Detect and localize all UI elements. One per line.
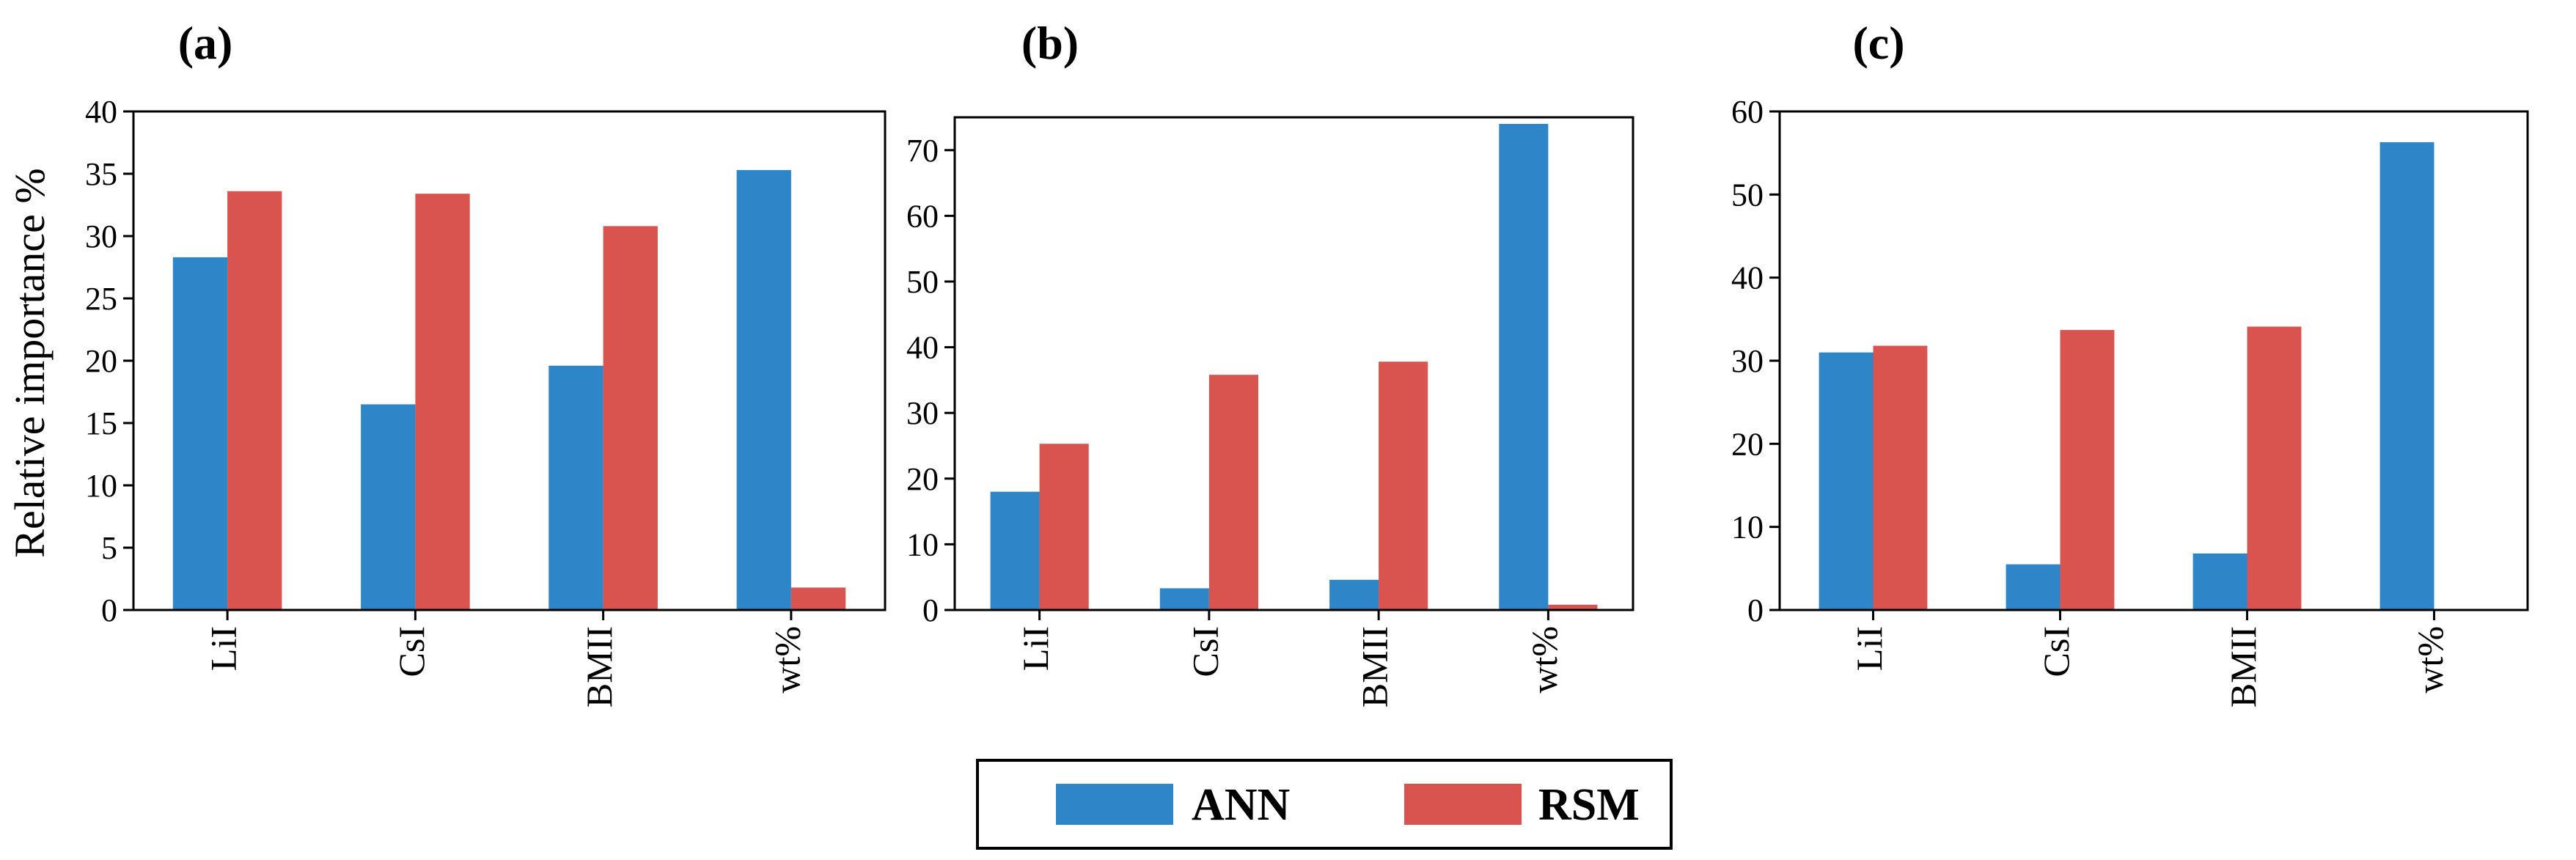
plot-frame — [132, 110, 887, 611]
bar-rsm-lii — [1873, 345, 1928, 610]
y-tick-label: 60 — [906, 198, 939, 234]
x-tick-label: BMII — [2223, 626, 2264, 708]
x-tick-label: wt% — [2410, 626, 2451, 694]
bar-rsm-bmii — [603, 226, 658, 610]
y-tick-label: 20 — [85, 343, 117, 379]
y-tick-label: 60 — [1731, 94, 1764, 130]
bar-ann-wtpct — [736, 169, 791, 610]
bar-rsm-csi — [415, 194, 470, 610]
y-tick-label: 35 — [85, 156, 117, 192]
plot-frame — [1778, 110, 2529, 611]
chart-panel-2: (b) LiI CsI BMII wt% 0 10 20 30 40 50 60 70 — [906, 17, 1634, 708]
y-tick-label: 20 — [906, 461, 939, 497]
legend-label-rsm: RSM — [1538, 780, 1640, 830]
y-tick-label: 30 — [85, 218, 117, 254]
bar-rsm-lii — [1039, 444, 1089, 610]
bar-rsm-bmii — [2247, 326, 2302, 610]
y-tick-label: 0 — [922, 592, 939, 628]
chart-panel-3: (c) LiI CsI BMII wt% 0 10 20 30 40 50 60 — [1731, 17, 2529, 708]
bar-rsm-csi — [2060, 330, 2115, 610]
bar-ann-wtpct — [1499, 124, 1549, 610]
legend-swatch-rsm — [1404, 784, 1522, 825]
chart-panels: (a) LiI CsI BMII wt% 0 5 10 15 20 25 30 35 40 (b) LiI Cs… — [85, 17, 2529, 708]
bar-ann-csi — [361, 404, 416, 610]
x-tick-label: wt% — [766, 626, 807, 694]
y-tick-label: 5 — [101, 530, 117, 566]
y-tick-label: 70 — [906, 133, 939, 169]
x-tick-label: LiI — [203, 626, 244, 671]
y-tick-label: 10 — [906, 526, 939, 562]
y-tick-label: 0 — [1747, 592, 1764, 628]
y-axis-label: Relative importance % — [6, 168, 54, 557]
y-tick-label: 15 — [85, 405, 117, 441]
legend-swatch-ann — [1056, 784, 1173, 825]
x-tick-label: BMII — [579, 626, 620, 708]
y-tick-label: 0 — [101, 592, 117, 628]
y-tick-label: 40 — [1731, 260, 1764, 296]
bar-rsm-csi — [1208, 375, 1258, 610]
y-tick-label: 10 — [1731, 510, 1764, 545]
y-tick-label: 20 — [1731, 426, 1764, 462]
x-tick-label: BMII — [1354, 626, 1395, 708]
bar-ann-bmii — [2192, 553, 2247, 610]
bar-rsm-bmii — [1379, 361, 1428, 610]
x-tick-label: LiI — [1849, 626, 1890, 671]
y-tick-label: 40 — [85, 94, 117, 130]
chart-panel-1: (a) LiI CsI BMII wt% 0 5 10 15 20 25 30 35 40 — [85, 17, 887, 708]
bar-ann-lii — [172, 257, 228, 610]
panel-label: (a) — [178, 17, 233, 69]
y-tick-label: 10 — [85, 468, 117, 504]
legend-label-ann: ANN — [1192, 780, 1290, 830]
panel-label: (b) — [1021, 17, 1079, 69]
y-tick-label: 30 — [906, 395, 939, 431]
y-tick-label: 50 — [1731, 177, 1764, 213]
bar-ann-wtpct — [2379, 142, 2434, 610]
bar-rsm-lii — [227, 191, 282, 610]
x-tick-label: CsI — [2036, 626, 2077, 677]
y-tick-label: 40 — [906, 330, 939, 366]
x-tick-label: CsI — [1184, 626, 1225, 677]
x-tick-label: CsI — [391, 626, 432, 677]
y-tick-label: 30 — [1731, 343, 1764, 379]
y-tick-label: 25 — [85, 281, 117, 317]
x-tick-label: wt% — [1524, 626, 1565, 694]
bar-ann-csi — [2006, 564, 2061, 610]
bar-ann-bmii — [548, 365, 603, 610]
bar-rsm-wtpct — [790, 587, 846, 610]
x-tick-label: LiI — [1015, 626, 1056, 671]
bar-ann-bmii — [1329, 579, 1379, 610]
y-tick-label: 50 — [906, 264, 939, 300]
bar-rsm-wtpct — [1548, 604, 1598, 610]
bar-ann-lii — [1819, 352, 1874, 610]
legend-box — [976, 759, 1673, 850]
bar-ann-lii — [990, 491, 1040, 610]
panel-label: (c) — [1852, 17, 1904, 69]
legend: ANN RSM — [976, 759, 1673, 850]
plot-frame — [953, 116, 1634, 611]
bar-ann-csi — [1159, 588, 1209, 610]
